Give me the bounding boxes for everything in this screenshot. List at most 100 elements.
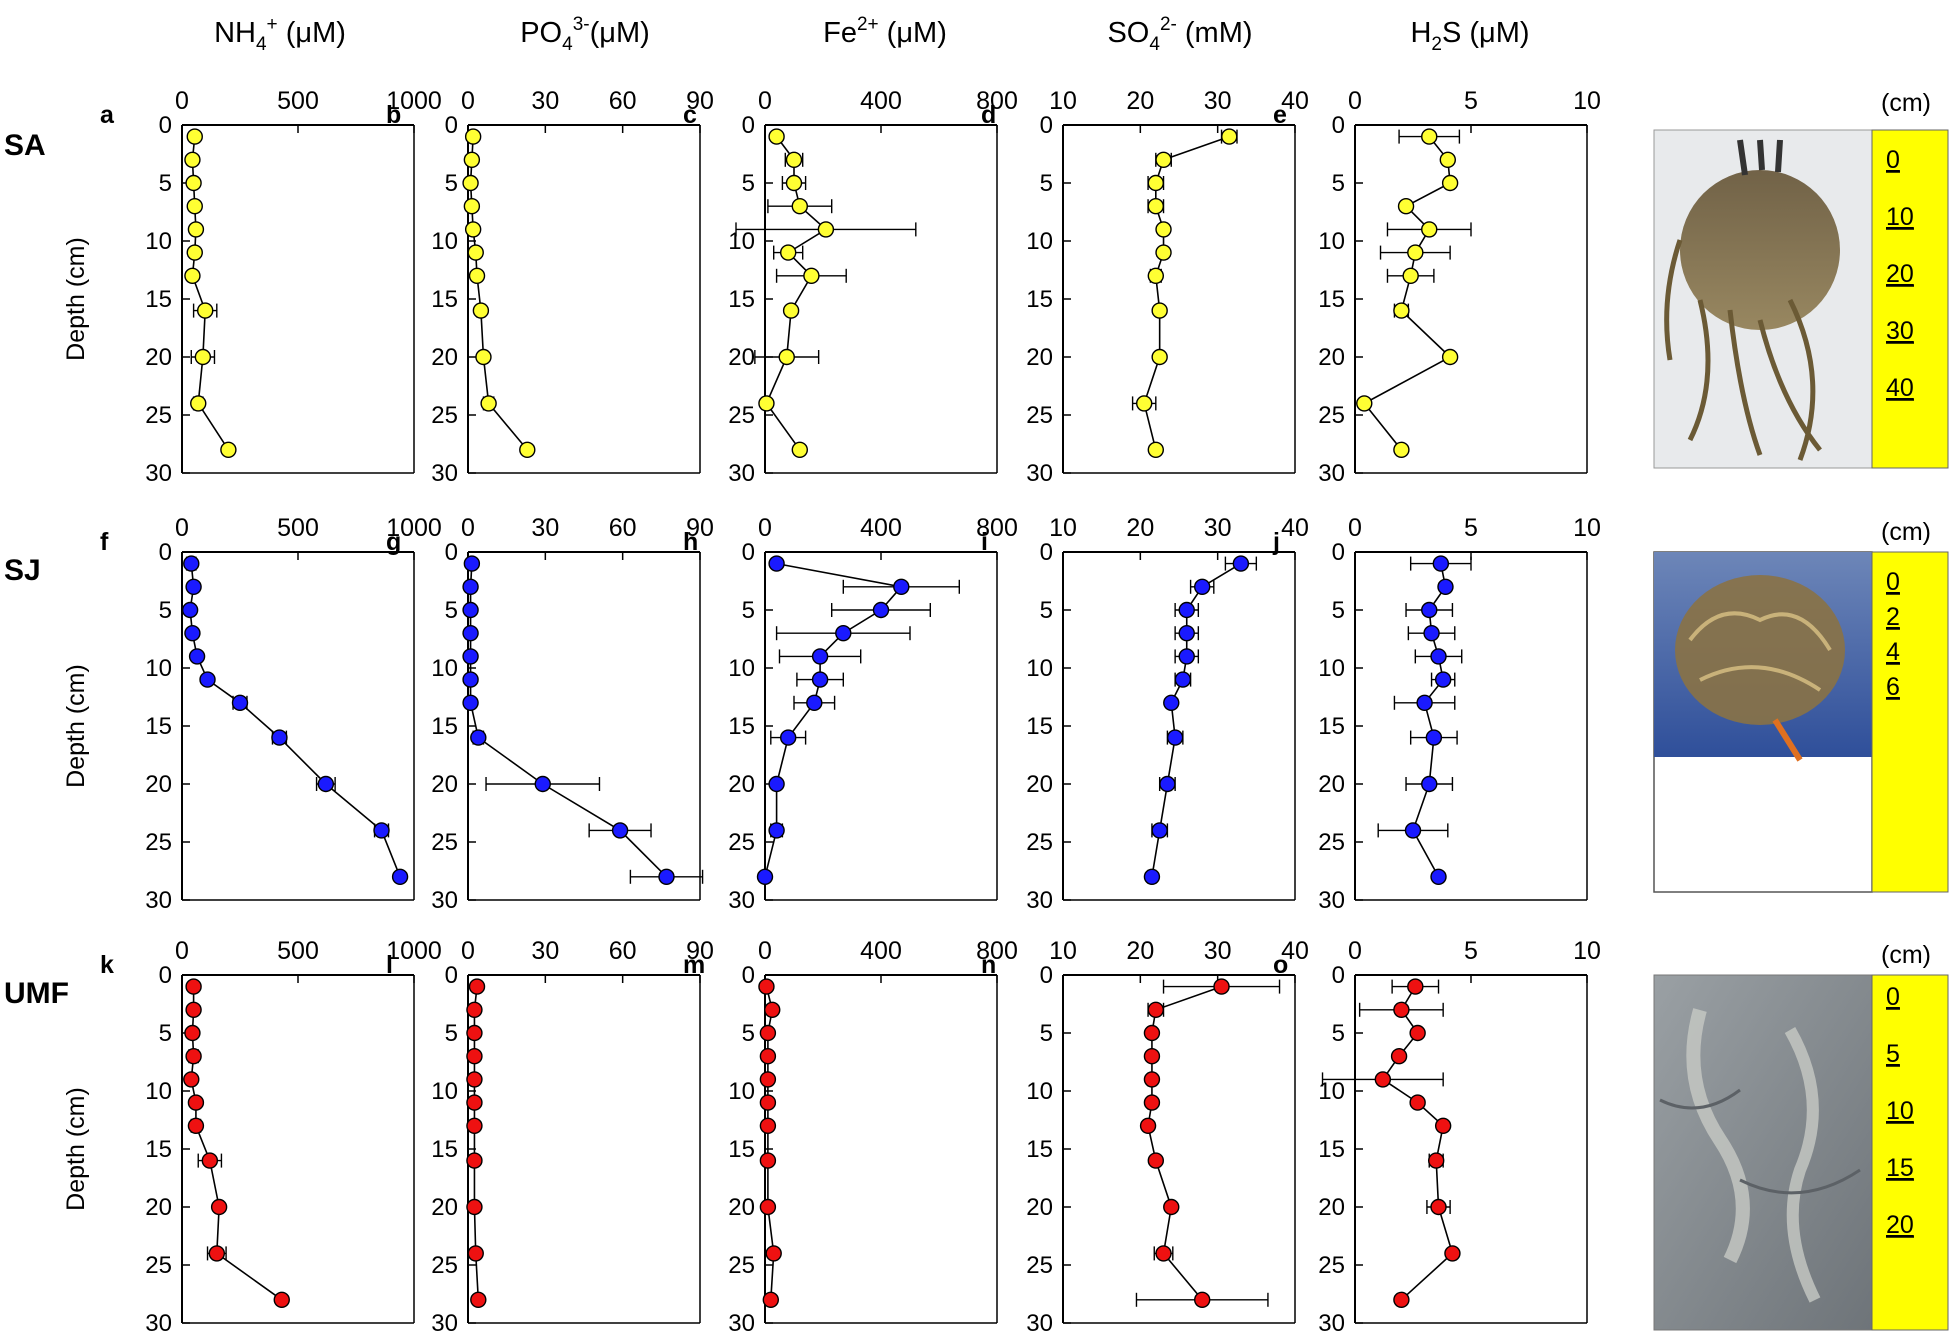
photo-scale-sa: (cm) 0 10 20 30 40 — [1871, 89, 1949, 469]
data-point-so4 — [1232, 555, 1250, 572]
x-tick-label: 40 — [1281, 514, 1309, 542]
x-tick-label: 30 — [1204, 514, 1232, 542]
data-point-h2s — [1402, 267, 1419, 284]
y-tick-label: 30 — [431, 887, 458, 914]
data-point-po4 — [480, 395, 497, 412]
data-point-fe — [811, 671, 829, 688]
y-tick-label: 5 — [1332, 170, 1345, 197]
data-point-nh4 — [187, 1117, 205, 1135]
data-point-nh4 — [210, 1198, 228, 1216]
x-tick-label: 5 — [1464, 937, 1478, 965]
data-point-po4 — [466, 1071, 483, 1088]
data-point-h2s — [1421, 128, 1438, 145]
data-point-h2s — [1432, 555, 1450, 572]
data-point-h2s — [1356, 395, 1373, 412]
data-point-po4 — [466, 1117, 483, 1135]
photo-scale-tick-label: 0 — [1886, 983, 1900, 1011]
data-point-fe — [759, 1198, 777, 1216]
x-tick-label: 20 — [1126, 937, 1154, 965]
depth-axis-label: Depth (cm) — [62, 1087, 90, 1211]
data-point-so4 — [1213, 978, 1230, 995]
y-tick-label: 20 — [1318, 1194, 1345, 1221]
data-point-so4 — [1155, 151, 1172, 169]
data-point-po4 — [466, 1047, 483, 1065]
data-point-nh4 — [184, 267, 201, 284]
y-tick-label: 10 — [728, 1078, 755, 1105]
data-point-h2s — [1441, 174, 1459, 192]
x-tick-label: 5 — [1464, 87, 1478, 115]
panel-g: 0 30 60 90 0 5 10 15 20 25 30 g — [386, 514, 714, 914]
y-tick-label: 0 — [159, 539, 172, 566]
photo-unit-label: (cm) — [1881, 89, 1931, 117]
data-point-fe — [764, 1001, 781, 1018]
data-point-fe — [756, 868, 774, 885]
data-point-fe — [759, 1094, 777, 1111]
data-point-po4 — [463, 197, 481, 215]
x-tick-label: 0 — [461, 937, 475, 965]
data-point-nh4 — [220, 441, 237, 458]
series-line-nh4 — [190, 986, 283, 1301]
y-tick-label: 30 — [1318, 460, 1345, 487]
y-tick-label: 10 — [1026, 1078, 1053, 1105]
x-tick-label: 0 — [175, 937, 189, 965]
photo-scale-tick-label: 5 — [1886, 1040, 1900, 1068]
y-tick-label: 20 — [145, 1194, 172, 1221]
data-point-fe — [893, 578, 910, 595]
data-point-so4 — [1151, 348, 1168, 366]
y-tick-label: 10 — [145, 655, 172, 682]
series-line-h2s — [1363, 136, 1452, 451]
data-point-po4 — [468, 978, 486, 995]
panel-letter: d — [981, 101, 996, 129]
y-tick-label: 0 — [1040, 539, 1053, 566]
y-tick-label: 5 — [159, 170, 172, 197]
y-tick-label: 10 — [728, 228, 755, 255]
data-point-so4 — [1151, 822, 1168, 839]
y-tick-label: 10 — [431, 228, 458, 255]
data-point-so4 — [1147, 441, 1165, 458]
data-point-h2s — [1439, 151, 1457, 169]
y-tick-label: 15 — [728, 1136, 755, 1163]
x-tick-label: 10 — [1573, 514, 1601, 542]
panel-e: 0 5 10 0 5 10 15 20 25 30 e — [1273, 87, 1601, 487]
x-tick-label: 500 — [277, 514, 319, 542]
panel-h: 0 400 800 0 5 10 15 20 25 30 h — [683, 514, 1018, 914]
photo-unit-label: (cm) — [1881, 941, 1931, 969]
y-tick-label: 20 — [431, 344, 458, 371]
y-tick-label: 30 — [1026, 460, 1053, 487]
y-tick-label: 30 — [145, 460, 172, 487]
data-point-fe — [758, 395, 775, 412]
data-point-h2s — [1397, 197, 1415, 215]
panel-d: 10 20 30 40 0 5 10 15 20 25 30 d — [981, 87, 1309, 487]
data-point-nh4 — [185, 978, 202, 995]
panel-letter: m — [683, 951, 705, 979]
data-point-nh4 — [196, 302, 214, 319]
panel-a: 0 500 1000 0 5 10 15 20 25 30 a — [100, 87, 442, 487]
data-point-so4 — [1159, 775, 1176, 793]
y-tick-label: 25 — [1026, 1252, 1053, 1279]
data-point-nh4 — [186, 197, 203, 215]
y-tick-label: 5 — [1040, 597, 1053, 624]
panel-c: 0 400 800 0 5 10 15 20 25 30 c — [683, 87, 1018, 487]
data-point-po4 — [611, 822, 629, 839]
data-point-so4 — [1155, 221, 1172, 238]
y-tick-label: 10 — [728, 655, 755, 682]
data-point-fe — [762, 1291, 779, 1309]
y-tick-label: 5 — [445, 597, 458, 624]
x-tick-label: 0 — [758, 87, 772, 115]
y-tick-label: 20 — [1026, 1194, 1053, 1221]
data-point-h2s — [1421, 601, 1438, 619]
y-tick-label: 15 — [431, 713, 458, 740]
panel-m: 0 400 800 0 5 10 15 20 25 30 m — [683, 937, 1018, 1337]
x-tick-label: 0 — [1348, 514, 1362, 542]
data-point-nh4 — [184, 151, 201, 169]
photo-scale-strip — [1871, 551, 1949, 893]
data-point-so4 — [1221, 128, 1238, 145]
x-tick-label: 90 — [686, 514, 714, 542]
panel-letter: a — [100, 101, 115, 129]
data-point-so4 — [1147, 267, 1165, 284]
y-tick-label: 5 — [1040, 170, 1053, 197]
data-point-fe — [806, 694, 823, 711]
data-point-fe — [768, 128, 785, 145]
